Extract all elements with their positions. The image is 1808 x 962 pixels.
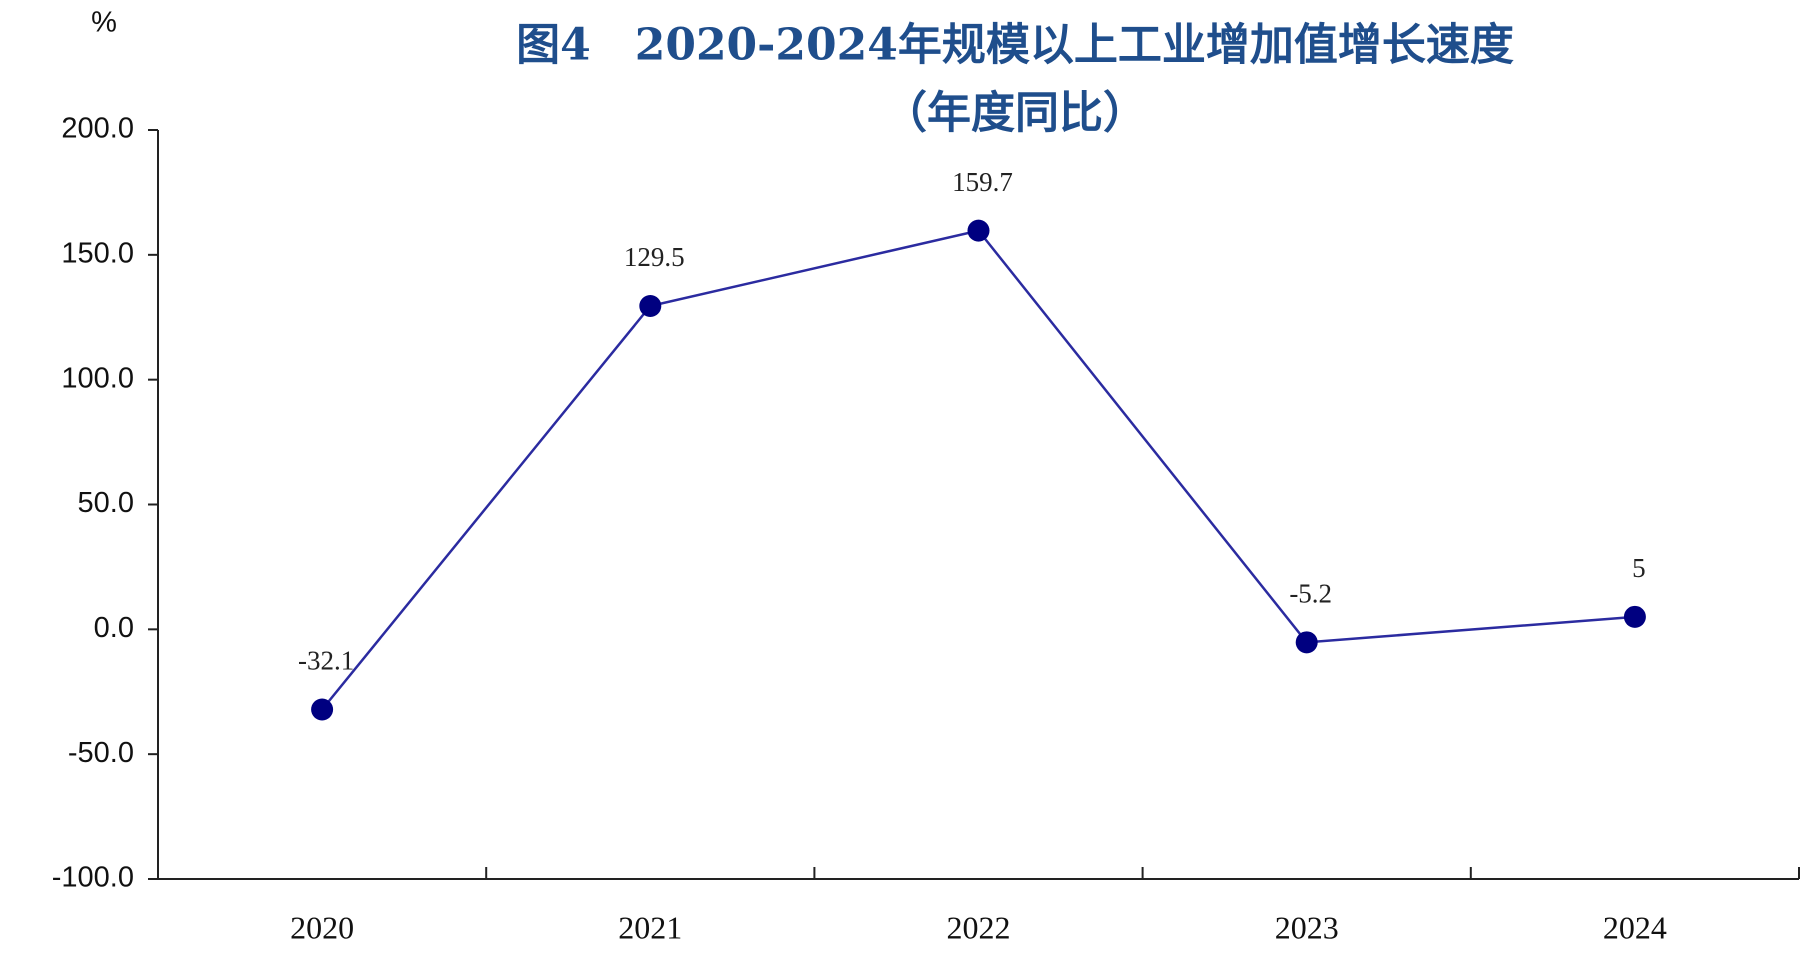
point xyxy=(311,698,334,721)
y-tick-label: 100.0 xyxy=(61,362,134,394)
y-tick-label: 150.0 xyxy=(61,237,134,269)
data-label: -5.2 xyxy=(1289,579,1332,609)
y-axis-unit: % xyxy=(91,7,117,39)
x-tick-label: 2024 xyxy=(1603,909,1667,945)
x-tick-label: 2023 xyxy=(1275,909,1339,945)
x-tick-label: 2021 xyxy=(618,909,682,945)
y-tick-label: 200.0 xyxy=(61,113,134,145)
point xyxy=(967,219,990,242)
chart-subtitle: （年度同比） xyxy=(883,88,1147,139)
data-label: 129.5 xyxy=(624,242,685,272)
y-tick-label: -100.0 xyxy=(52,862,134,894)
x-tick-label: 2022 xyxy=(947,909,1011,945)
data-label: 159.7 xyxy=(952,167,1013,197)
point xyxy=(639,295,662,318)
chart-title: 图4 2020-2024年规模以上工业增加值增长速度 xyxy=(516,20,1514,71)
data-label: 5 xyxy=(1632,553,1646,583)
point xyxy=(1295,631,1318,654)
data-label: -32.1 xyxy=(298,646,354,676)
y-tick-label: -50.0 xyxy=(68,737,134,769)
y-tick-label: 50.0 xyxy=(78,487,134,519)
x-tick-label: 2020 xyxy=(290,909,354,945)
point xyxy=(1623,605,1646,628)
y-tick-label: 0.0 xyxy=(94,612,134,644)
series-line xyxy=(321,229,1635,711)
